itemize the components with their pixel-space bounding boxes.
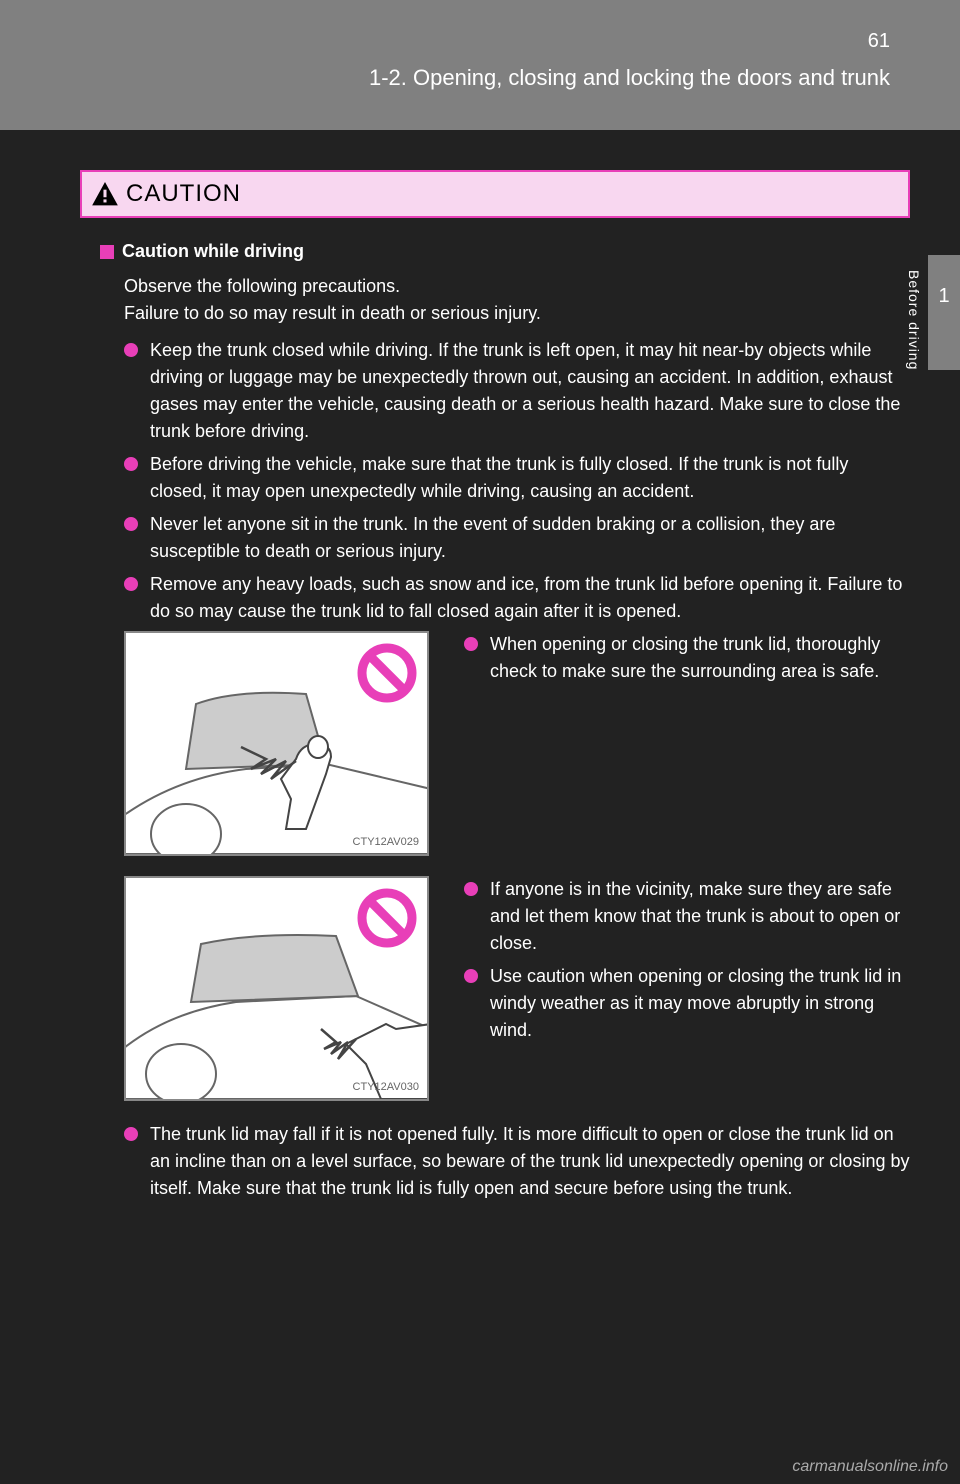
caution-banner: CAUTION [80,170,910,218]
bottom-bullet-row: The trunk lid may fall if it is not open… [124,1121,910,1202]
bullet-row: Never let anyone sit in the trunk. In th… [124,511,910,565]
figure-row-2: CTY12AV030 If anyone is in the vicinity,… [124,876,910,1101]
subsection-heading: Caution while driving [100,238,910,265]
bullet-row: Keep the trunk closed while driving. If … [124,337,910,445]
circle-bullet-icon [124,577,138,591]
page-number: 61 [868,30,890,53]
circle-bullet-icon [464,969,478,983]
warning-triangle-icon [92,182,118,206]
section-title: 1-2. Opening, closing and locking the do… [369,65,890,91]
bullet-text: Never let anyone sit in the trunk. In th… [150,511,910,565]
intro-text: Observe the following precautions. Failu… [124,273,910,327]
bullet-text: When opening or closing the trunk lid, t… [490,631,910,685]
subsection-title: Caution while driving [122,238,304,265]
circle-bullet-icon [124,1127,138,1141]
figure-1-label: CTY12AV029 [353,834,419,851]
bullet-text: If anyone is in the vicinity, make sure … [490,876,910,957]
prohibit-icon [357,888,417,948]
content-area: CAUTION Caution while driving Observe th… [80,170,910,1208]
bullet-text: Remove any heavy loads, such as snow and… [150,571,910,625]
bullet-row: Remove any heavy loads, such as snow and… [124,571,910,625]
figure-1: CTY12AV029 [124,631,429,856]
bullet-text: Keep the trunk closed while driving. If … [150,337,910,445]
figure-2-bullets: If anyone is in the vicinity, make sure … [464,876,910,1101]
side-tab: 1 [928,255,960,370]
bullet-row: When opening or closing the trunk lid, t… [464,631,910,685]
prohibit-icon [357,643,417,703]
circle-bullet-icon [464,637,478,651]
figure-row-1: CTY12AV029 When opening or closing the t… [124,631,910,856]
caution-title: CAUTION [126,176,241,212]
watermark: carmanualsonline.info [792,1458,948,1476]
bullet-text: Before driving the vehicle, make sure th… [150,451,910,505]
bottom-bullet-text: The trunk lid may fall if it is not open… [150,1121,910,1202]
circle-bullet-icon [124,343,138,357]
figure-2: CTY12AV030 [124,876,429,1101]
circle-bullet-icon [124,517,138,531]
header-band: 61 1-2. Opening, closing and locking the… [0,0,960,130]
bullet-row: If anyone is in the vicinity, make sure … [464,876,910,957]
circle-bullet-icon [464,882,478,896]
figure-2-label: CTY12AV030 [353,1079,419,1096]
square-bullet-icon [100,245,114,259]
bullet-row: Use caution when opening or closing the … [464,963,910,1044]
figure-1-bullets: When opening or closing the trunk lid, t… [464,631,910,856]
bullet-row: Before driving the vehicle, make sure th… [124,451,910,505]
bullet-text: Use caution when opening or closing the … [490,963,910,1044]
side-tab-number: 1 [938,285,949,308]
top-bullets-list: Keep the trunk closed while driving. If … [80,337,910,625]
circle-bullet-icon [124,457,138,471]
